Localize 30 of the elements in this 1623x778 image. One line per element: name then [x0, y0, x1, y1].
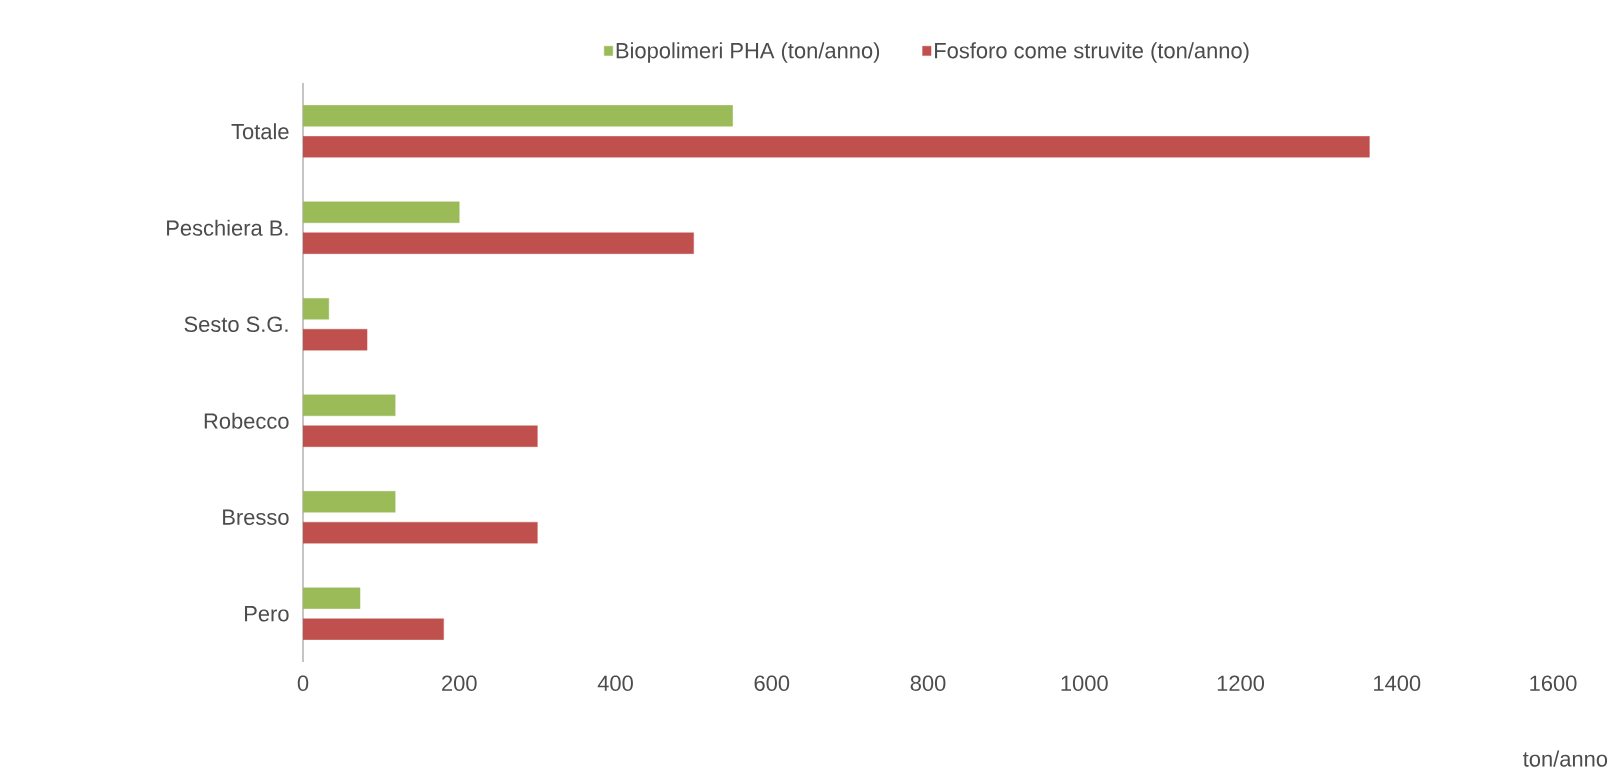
- bar: [303, 618, 444, 640]
- bar: [303, 232, 694, 254]
- bar: [303, 105, 733, 127]
- bar: [303, 491, 396, 513]
- x-tick-label: 1400: [1374, 675, 1421, 692]
- bar: [303, 201, 460, 223]
- x-tick-label: 0: [297, 675, 309, 692]
- x-tick-label: 200: [442, 675, 477, 692]
- legend-label: Fosforo come struvite (ton/anno): [935, 42, 1249, 63]
- x-tick-label: 1200: [1217, 675, 1265, 692]
- legend-label: Biopolimeri PHA (ton/anno): [616, 42, 880, 63]
- x-tick-label: 800: [910, 675, 946, 692]
- bar: [303, 394, 396, 416]
- bar: [303, 425, 538, 447]
- y-tick-label: Bresso: [223, 509, 289, 525]
- bar: [303, 136, 1370, 158]
- y-tick-label: Robecco: [204, 412, 289, 429]
- bar: [303, 587, 361, 609]
- bar: [303, 298, 329, 320]
- bar: [303, 329, 368, 351]
- y-tick-label: Peschiera B.: [167, 219, 288, 236]
- y-tick-label: Sesto S.G.: [184, 316, 288, 333]
- x-tick-label: 1000: [1061, 675, 1108, 692]
- x-tick-label: 600: [754, 675, 790, 692]
- x-axis-title: ton/anno: [1523, 750, 1608, 767]
- y-tick-label: Pero: [245, 606, 289, 622]
- y-tick-label: Totale: [231, 123, 289, 140]
- bar: [303, 522, 538, 544]
- x-tick-label: 1600: [1530, 675, 1577, 692]
- x-tick-label: 400: [597, 675, 633, 692]
